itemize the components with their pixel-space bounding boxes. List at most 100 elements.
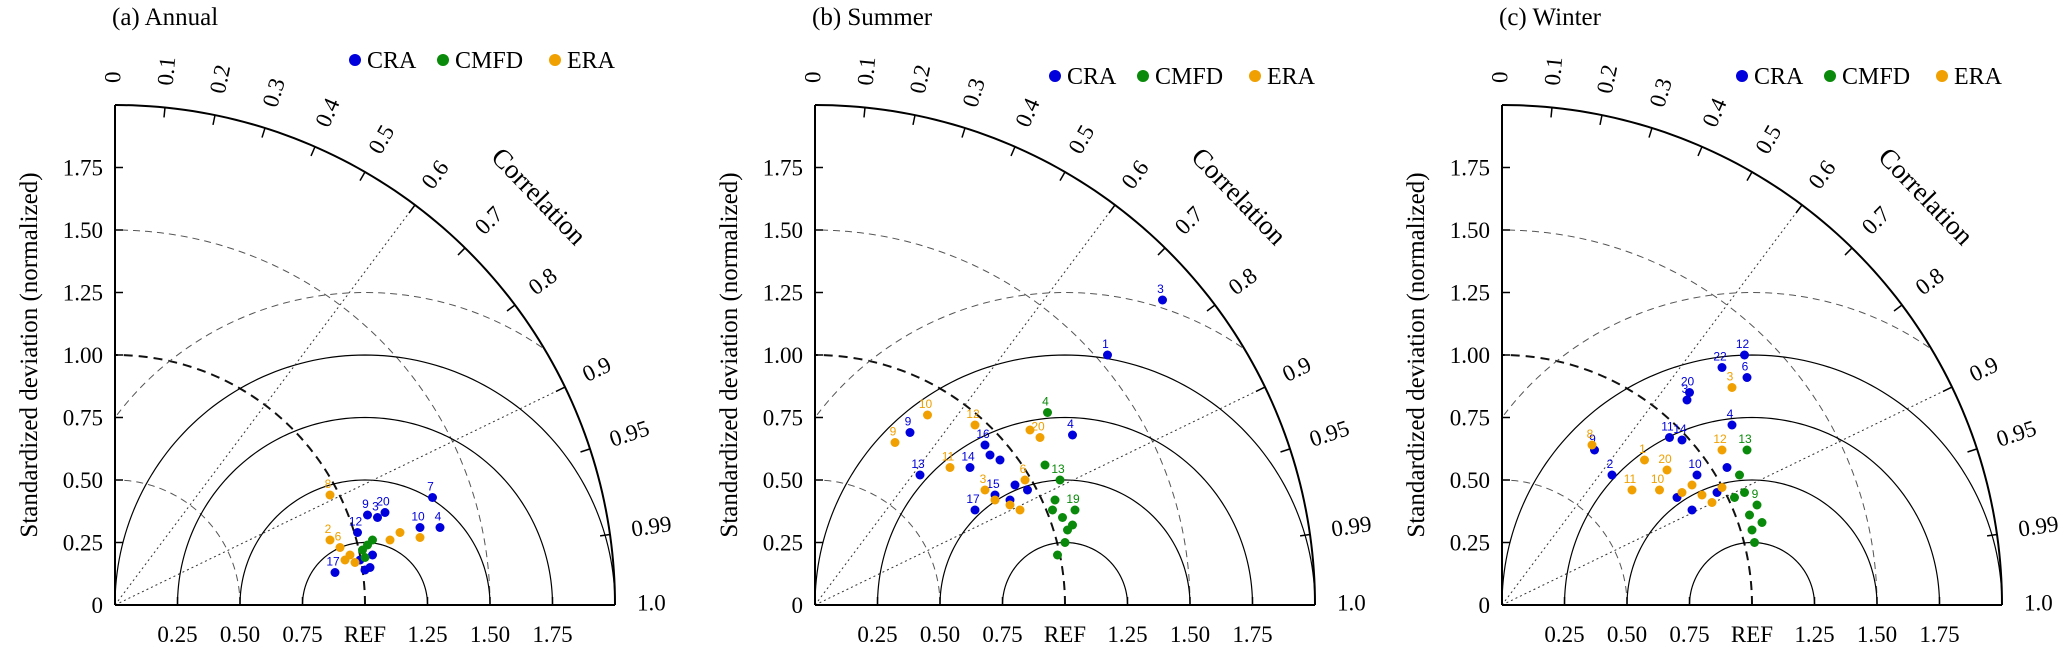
data-point bbox=[1697, 490, 1707, 500]
corr-ray-0.9 bbox=[1501, 386, 1953, 606]
data-point bbox=[1587, 440, 1597, 450]
data-point bbox=[385, 535, 395, 545]
data-point bbox=[890, 438, 900, 447]
series-cmfd: 13 9 bbox=[1730, 432, 1767, 547]
data-point bbox=[1607, 470, 1617, 480]
data-point-label: 17 bbox=[966, 492, 980, 506]
corr-tick-label: 0.95 bbox=[1993, 415, 2039, 451]
corr-tick-label: 0.3 bbox=[958, 75, 990, 110]
corr-tick-label: 0.99 bbox=[2017, 511, 2060, 541]
y-tick-label: 1.25 bbox=[63, 281, 103, 306]
corr-tick-label: 0.6 bbox=[416, 156, 453, 194]
data-point-label: 13 bbox=[1738, 432, 1752, 446]
corr-tick-mark bbox=[599, 533, 611, 537]
data-point-label: 2 bbox=[1607, 457, 1614, 471]
corr-tick-mark bbox=[1648, 127, 1653, 138]
corr-tick-mark bbox=[1599, 114, 1603, 126]
data-point bbox=[428, 493, 437, 502]
data-point bbox=[970, 505, 980, 515]
corr-tick-mark bbox=[555, 386, 566, 393]
data-point bbox=[1682, 395, 1692, 405]
data-point-label: 4 bbox=[1067, 417, 1074, 431]
corr-tick-label: 0.2 bbox=[905, 62, 935, 95]
legend-label-cmfd: CMFD bbox=[1842, 64, 1910, 90]
data-point bbox=[1640, 455, 1649, 465]
data-point bbox=[368, 535, 377, 545]
y-tick-label: 0.50 bbox=[1450, 468, 1490, 493]
outer-arc bbox=[114, 104, 616, 606]
legend-label-cra: CRA bbox=[1067, 64, 1117, 90]
data-point bbox=[363, 510, 372, 520]
y-axis-label: Standardized deviation (normalized) bbox=[16, 172, 43, 537]
corr-tick-mark bbox=[1255, 386, 1266, 393]
corr-tick-mark bbox=[359, 171, 366, 182]
y-tick-label: 0.25 bbox=[763, 531, 803, 556]
data-point bbox=[995, 455, 1005, 465]
data-point-label: 12 bbox=[966, 407, 980, 421]
x-tick-label: 1.75 bbox=[532, 622, 572, 647]
data-point bbox=[1035, 433, 1045, 442]
data-point bbox=[1023, 485, 1032, 495]
data-point bbox=[1742, 373, 1752, 382]
legend-label-era: ERA bbox=[1954, 64, 2003, 90]
data-point bbox=[340, 555, 350, 565]
data-point-label: 20 bbox=[1031, 420, 1045, 434]
corr-tick-mark bbox=[1844, 247, 1853, 256]
data-point bbox=[1757, 518, 1767, 527]
data-point bbox=[1717, 445, 1727, 455]
legend: CRA CMFD ERA bbox=[1736, 64, 2003, 90]
taylor-panel-3: (c) Winter00.250.500.751.001.251.501.750… bbox=[1403, 4, 2060, 647]
x-tick-label: 0.75 bbox=[1669, 622, 1709, 647]
data-point bbox=[980, 485, 990, 495]
taylor-panel-2: (b) Summer00.250.500.751.001.251.501.750… bbox=[716, 4, 1373, 647]
x-tick-label: 0.75 bbox=[982, 622, 1022, 647]
data-point-label: 14 bbox=[1673, 422, 1687, 436]
data-point bbox=[1048, 505, 1057, 515]
corr-tick-mark bbox=[1550, 107, 1553, 118]
corr-tick-mark bbox=[408, 204, 416, 214]
data-point bbox=[1740, 350, 1749, 360]
series-era: 1 20 11 10 12 3 8 bbox=[1587, 370, 1737, 507]
x-tick-label: 0.25 bbox=[157, 622, 197, 647]
ref-std-arc bbox=[114, 354, 366, 606]
corr-tick-mark bbox=[912, 114, 916, 126]
corr-tick-label: 0.3 bbox=[1645, 75, 1677, 110]
data-point bbox=[415, 523, 425, 532]
data-point-label: 9 bbox=[1752, 487, 1759, 501]
legend-marker-cmfd bbox=[437, 54, 449, 66]
corr-tick-mark bbox=[1010, 146, 1016, 157]
x-tick-label: 1.50 bbox=[470, 622, 510, 647]
y-tick-label: 1.00 bbox=[1450, 343, 1490, 368]
corr-tick-mark bbox=[1893, 304, 1903, 312]
corr-tick-label: 0.7 bbox=[470, 201, 508, 239]
corr-tick-label: 0.8 bbox=[524, 263, 562, 300]
series-cra: 17 12 9 203 7 10 4 bbox=[326, 480, 445, 577]
x-tick-label: 0.75 bbox=[282, 622, 322, 647]
corr-tick-label: 0.5 bbox=[1063, 121, 1099, 158]
data-point bbox=[1730, 493, 1739, 502]
data-point bbox=[1727, 383, 1737, 392]
y-tick-label: 0.75 bbox=[1450, 406, 1490, 431]
rms-arc-0.75 bbox=[176, 416, 554, 606]
data-point-label: 8 bbox=[1587, 427, 1594, 441]
data-point-label: 8 bbox=[325, 477, 332, 491]
corr-ray-0.6 bbox=[814, 204, 1116, 606]
corr-ray-0.9 bbox=[114, 386, 566, 606]
rms-arc-0.5 bbox=[239, 479, 491, 606]
data-point-label: 4 bbox=[1727, 407, 1734, 421]
data-point-label: 9 bbox=[1589, 432, 1596, 446]
legend-label-era: ERA bbox=[567, 48, 616, 74]
data-point bbox=[905, 428, 915, 437]
data-point-label: 2 bbox=[325, 522, 332, 536]
data-point bbox=[1070, 505, 1080, 515]
data-point-label: 13 bbox=[1051, 462, 1065, 476]
data-point bbox=[350, 558, 360, 567]
x-tick-label: 0.25 bbox=[1544, 622, 1584, 647]
corr-tick-label: 0.6 bbox=[1116, 156, 1153, 194]
corr-tick-label: 0 bbox=[1487, 72, 1512, 84]
y-tick-label: 1.00 bbox=[763, 343, 803, 368]
x-tick-label: 0.50 bbox=[220, 622, 260, 647]
corr-tick-label: 0.1 bbox=[153, 56, 181, 87]
data-point bbox=[330, 568, 340, 577]
